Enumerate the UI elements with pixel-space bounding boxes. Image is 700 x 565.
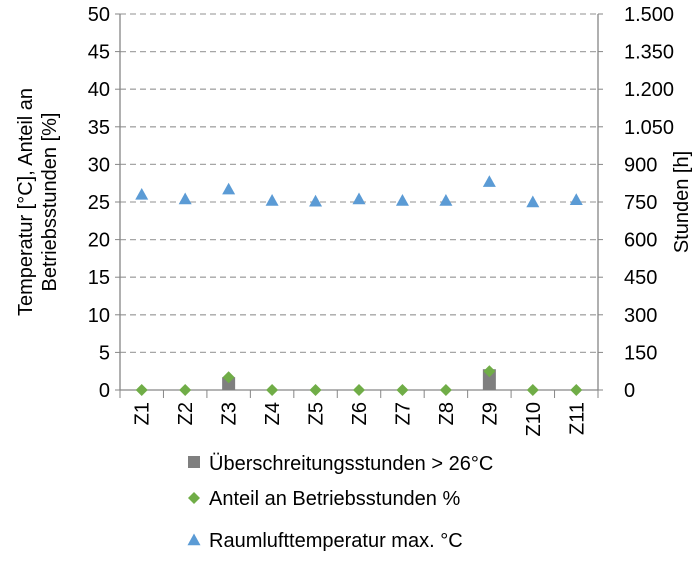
diamond-marker bbox=[526, 384, 539, 396]
x-tick-label: Z8 bbox=[436, 402, 458, 425]
legend-label: Raumlufttemperatur max. °C bbox=[209, 530, 463, 552]
y-axis-right-label: Stunden [h] bbox=[671, 151, 693, 253]
y-right-tick-label: 1.500 bbox=[624, 4, 674, 26]
gridlines bbox=[120, 13, 598, 354]
y-left-tick-label: 45 bbox=[88, 42, 110, 64]
x-tick-label: Z4 bbox=[262, 402, 284, 425]
diamond-marker bbox=[266, 384, 279, 396]
triangle-marker bbox=[439, 193, 453, 206]
triangle-marker bbox=[395, 193, 409, 206]
y-right-tick-label: 1.350 bbox=[624, 42, 674, 64]
triangle-marker bbox=[265, 193, 279, 206]
triangle-marker bbox=[309, 194, 323, 207]
axis-labels: Temperatur [°C], Anteil an Betriebsstund… bbox=[15, 88, 693, 316]
legend-triangle-swatch bbox=[187, 533, 201, 546]
y-left-tick-label: 0 bbox=[99, 380, 110, 402]
y-right-tick-label: 1.200 bbox=[624, 79, 674, 101]
x-tick-label: Z5 bbox=[306, 402, 328, 425]
y-right-tick-label: 1.050 bbox=[624, 117, 674, 139]
triangle-marker bbox=[178, 192, 192, 205]
triangle-marker bbox=[482, 175, 496, 187]
triangle-marker bbox=[222, 182, 236, 195]
diamond-marker bbox=[570, 384, 583, 396]
triangle-marker bbox=[135, 187, 149, 200]
legend: Überschreitungsstunden > 26°C Anteil an B… bbox=[187, 453, 493, 552]
legend-label: Überschreitungsstunden > 26°C bbox=[209, 453, 493, 475]
diamond-marker bbox=[353, 384, 365, 396]
y-right-tick-label: 150 bbox=[624, 342, 657, 364]
bar bbox=[222, 377, 236, 390]
y-left-tick-label: 10 bbox=[88, 305, 110, 327]
axes: 0 0 5 150 10 300 15 450 20 600 25 750 30 900 35 1.050 40… bbox=[88, 4, 674, 436]
x-tick-label: Z6 bbox=[349, 402, 371, 425]
y-axis-left-label-line2: Betriebsstunden [%] bbox=[39, 113, 61, 292]
triangle-marker bbox=[526, 195, 540, 208]
triangle-marker bbox=[569, 193, 583, 205]
x-tick-label: Z1 bbox=[132, 402, 154, 425]
diamond-marker bbox=[483, 365, 496, 378]
y-left-tick-label: 50 bbox=[88, 4, 110, 26]
x-tick-label: Z3 bbox=[219, 402, 241, 425]
y-right-tick-label: 450 bbox=[624, 267, 657, 289]
bar bbox=[482, 369, 496, 390]
x-tick-label: Z11 bbox=[566, 402, 588, 435]
triangle-marker bbox=[352, 192, 366, 205]
diamond-marker bbox=[179, 384, 192, 396]
diamond-marker bbox=[135, 384, 148, 396]
legend-label: Anteil an Betriebsstunden % bbox=[209, 488, 460, 510]
y-left-tick-label: 30 bbox=[88, 154, 110, 176]
y-left-tick-label: 20 bbox=[88, 230, 110, 252]
diamond-marker bbox=[396, 384, 409, 396]
y-left-tick-label: 25 bbox=[88, 192, 110, 214]
x-tick-label: Z2 bbox=[175, 402, 197, 425]
diamond-marker bbox=[439, 384, 452, 396]
x-tick-label: Z9 bbox=[479, 402, 501, 425]
data-marks bbox=[135, 175, 583, 396]
x-tick-label: Z7 bbox=[392, 402, 414, 425]
legend-diamond-swatch bbox=[188, 492, 200, 504]
y-left-tick-label: 40 bbox=[88, 79, 110, 101]
y-axis-left-label-line1: Temperatur [°C], Anteil an bbox=[15, 88, 37, 316]
legend-bar-swatch bbox=[188, 456, 200, 468]
y-right-tick-label: 900 bbox=[624, 154, 657, 176]
y-left-tick-label: 35 bbox=[88, 117, 110, 139]
y-right-tick-label: 750 bbox=[624, 192, 657, 214]
y-right-tick-label: 0 bbox=[624, 380, 635, 402]
diamond-marker bbox=[222, 371, 235, 384]
diamond-marker bbox=[309, 384, 322, 396]
x-tick-label: Z10 bbox=[523, 402, 545, 436]
y-left-tick-label: 5 bbox=[99, 342, 110, 364]
y-right-tick-label: 300 bbox=[624, 305, 657, 327]
y-right-tick-label: 600 bbox=[624, 230, 657, 252]
y-left-tick-label: 15 bbox=[88, 267, 110, 289]
